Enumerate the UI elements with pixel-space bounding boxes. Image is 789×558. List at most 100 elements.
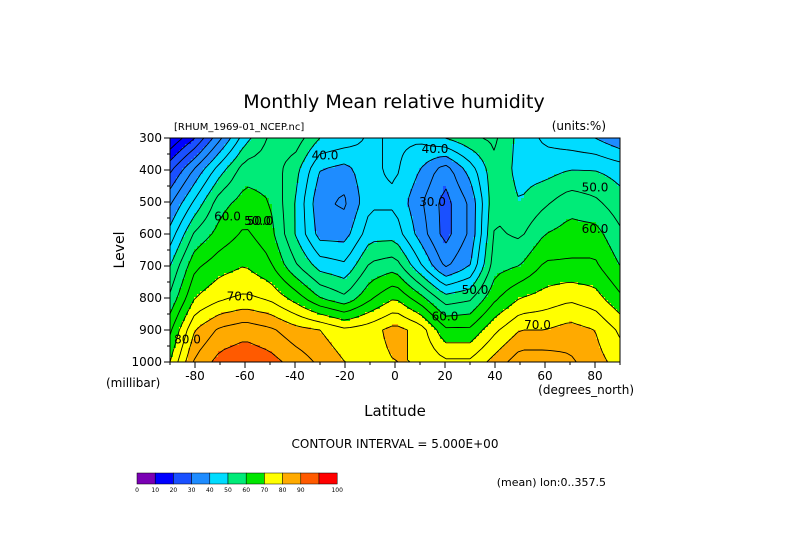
field-cell xyxy=(197,138,201,142)
field-cell xyxy=(239,138,243,142)
field-cell xyxy=(302,207,306,211)
field-cell xyxy=(188,315,192,319)
field-cell xyxy=(353,321,357,325)
field-cell xyxy=(173,315,177,319)
field-cell xyxy=(176,306,180,310)
field-cell xyxy=(197,201,201,205)
field-cell xyxy=(332,168,336,172)
field-cell xyxy=(359,279,363,283)
field-cell xyxy=(206,300,210,304)
field-cell xyxy=(302,222,306,226)
field-cell xyxy=(170,225,174,229)
field-cell xyxy=(182,237,186,241)
field-cell xyxy=(173,351,177,355)
field-cell xyxy=(284,291,288,295)
field-cell xyxy=(359,312,363,316)
field-cell xyxy=(215,333,219,337)
field-cell xyxy=(236,180,240,184)
field-cell xyxy=(368,249,372,253)
field-cell xyxy=(206,219,210,223)
field-cell xyxy=(248,360,252,362)
field-cell xyxy=(272,351,276,355)
field-cell xyxy=(191,189,195,193)
field-cell xyxy=(194,309,198,313)
field-cell xyxy=(251,285,255,289)
field-cell xyxy=(365,282,369,286)
field-cell xyxy=(296,357,300,361)
field-cell xyxy=(338,318,342,322)
field-cell xyxy=(209,312,213,316)
field-cell xyxy=(236,156,240,160)
field-cell xyxy=(311,234,315,238)
field-cell xyxy=(230,339,234,343)
field-cell xyxy=(194,321,198,325)
field-cell xyxy=(179,357,183,361)
field-cell xyxy=(323,357,327,361)
field-cell xyxy=(257,165,261,169)
field-cell xyxy=(191,174,195,178)
field-cell xyxy=(314,138,318,142)
field-cell xyxy=(218,240,222,244)
field-cell xyxy=(173,273,177,277)
field-cell xyxy=(305,201,309,205)
field-cell xyxy=(284,285,288,289)
field-cell xyxy=(203,246,207,250)
field-cell xyxy=(359,345,363,349)
field-cell xyxy=(302,309,306,313)
field-cell xyxy=(275,180,279,184)
field-cell xyxy=(218,303,222,307)
field-cell xyxy=(179,252,183,256)
field-cell xyxy=(200,336,204,340)
field-cell xyxy=(227,150,231,154)
field-cell xyxy=(332,210,336,214)
field-cell xyxy=(314,183,318,187)
field-cell xyxy=(224,234,228,238)
field-cell xyxy=(236,177,240,181)
field-cell xyxy=(281,327,285,331)
field-cell xyxy=(194,243,198,247)
field-cell xyxy=(224,255,228,259)
field-cell xyxy=(209,351,213,355)
field-cell xyxy=(188,339,192,343)
field-cell xyxy=(362,234,366,238)
field-cell xyxy=(326,234,330,238)
field-cell xyxy=(281,336,285,340)
field-cell xyxy=(341,231,345,235)
field-cell xyxy=(224,252,228,256)
field-cell xyxy=(206,309,210,313)
field-cell xyxy=(227,288,231,292)
field-cell xyxy=(263,237,267,241)
field-cell xyxy=(236,159,240,163)
field-cell xyxy=(233,213,237,217)
field-cell xyxy=(218,294,222,298)
field-cell xyxy=(188,351,192,355)
field-cell xyxy=(212,210,216,214)
field-cell xyxy=(218,147,222,151)
field-cell xyxy=(215,300,219,304)
field-cell xyxy=(269,285,273,289)
field-cell xyxy=(251,324,255,328)
field-cell xyxy=(293,345,297,349)
field-cell xyxy=(365,159,369,163)
field-cell xyxy=(326,255,330,259)
field-cell xyxy=(188,159,192,163)
field-cell xyxy=(338,183,342,187)
field-cell xyxy=(272,207,276,211)
field-cell xyxy=(230,192,234,196)
field-cell xyxy=(260,180,264,184)
field-cell xyxy=(359,171,363,175)
field-cell xyxy=(224,300,228,304)
field-cell xyxy=(338,174,342,178)
field-cell xyxy=(224,225,228,229)
field-cell xyxy=(323,153,327,157)
field-cell xyxy=(335,315,339,319)
field-cell xyxy=(308,186,312,190)
field-cell xyxy=(356,360,360,362)
field-cell xyxy=(290,294,294,298)
field-cell xyxy=(287,330,291,334)
field-cell xyxy=(170,258,174,262)
field-cell xyxy=(236,318,240,322)
field-cell xyxy=(365,252,369,256)
field-cell xyxy=(215,192,219,196)
field-cell xyxy=(293,246,297,250)
